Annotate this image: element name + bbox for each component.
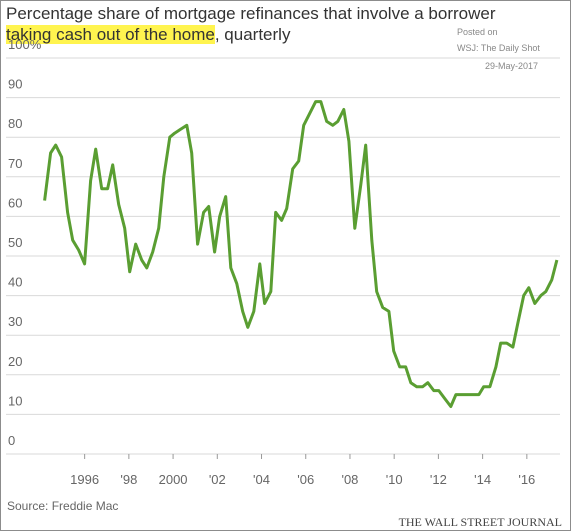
x-tick-label: '04 <box>253 472 270 487</box>
x-tick-label: 2000 <box>159 472 188 487</box>
title-line: taking cash out of the home, quarterly <box>6 24 496 45</box>
x-tick-label: 1996 <box>70 472 99 487</box>
annotation: 29-May-2017 <box>485 61 538 71</box>
y-tick-label: 30 <box>8 314 22 329</box>
source: Source: Freddie Mac <box>7 499 118 513</box>
y-tick-label: 40 <box>8 275 22 290</box>
y-tick-label: 100% <box>8 37 42 52</box>
annotation: WSJ: The Daily Shot <box>457 43 540 53</box>
y-tick-label: 90 <box>8 77 22 92</box>
x-tick-label: '98 <box>120 472 137 487</box>
chart-title: Percentage share of mortgage refinances … <box>6 3 496 45</box>
x-tick-label: '08 <box>341 472 358 487</box>
y-tick-label: 0 <box>8 433 15 448</box>
x-tick-label: '10 <box>386 472 403 487</box>
x-tick-label: '06 <box>297 472 314 487</box>
title-end: , quarterly <box>214 25 291 44</box>
y-tick-label: 70 <box>8 156 22 171</box>
annotation: Posted on <box>457 27 498 37</box>
publisher: THE WALL STREET JOURNAL <box>399 515 562 529</box>
data-line <box>43 100 559 408</box>
x-tick-label: '16 <box>518 472 535 487</box>
y-tick-label: 60 <box>8 195 22 210</box>
title-line: Percentage share of mortgage refinances … <box>6 4 496 23</box>
x-tick-label: '14 <box>474 472 491 487</box>
x-tick-label: '12 <box>430 472 447 487</box>
y-tick-label: 20 <box>8 354 22 369</box>
x-tick-label: '02 <box>209 472 226 487</box>
title-highlight: taking cash out of the home <box>6 25 215 44</box>
y-tick-label: 10 <box>8 393 22 408</box>
y-tick-label: 80 <box>8 116 22 131</box>
y-tick-label: 50 <box>8 235 22 250</box>
